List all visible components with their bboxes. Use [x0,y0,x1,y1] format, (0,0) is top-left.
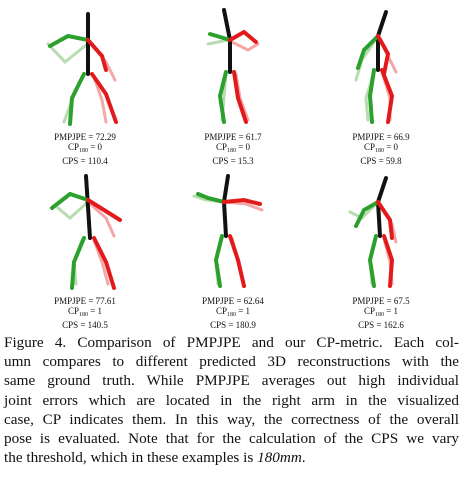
caption-line: pose is evaluated. Note that for the cal… [4,430,459,448]
caption-line: Figure 4. Comparison of PMPJPE and our C… [4,334,459,351]
cps-value: CPS = 15.3 [212,156,254,166]
pmpjpe-value: PMPJPE = 61.7 [204,132,262,142]
metrics-block: PMPJPE = 67.5 CP180 = 1 CPS = 162.6 [306,296,456,330]
pmpjpe-value: PMPJPE = 66.9 [352,132,410,142]
prediction-skeleton [192,194,264,286]
ground-truth-skeleton [354,176,395,288]
cps-value: CPS = 180.9 [210,320,256,330]
caption-line: the threshold, which in these examples i… [4,449,306,467]
panel-1: PMPJPE = 72.29 CP180 = 0 CPS = 110.4 [10,2,160,167]
pose-skeleton-6 [348,176,398,288]
panel-2: PMPJPE = 61.7 CP180 = 0 CPS = 15.3 [158,2,308,167]
cp-value: CP180 = 0 [363,142,399,154]
figure-caption: Figure 4. Comparison of PMPJPE and our C… [4,333,459,467]
metrics-block: PMPJPE = 66.9 CP180 = 0 CPS = 59.8 [306,132,456,166]
caption-line: same ground truth. While PMPJPE averages… [4,372,459,390]
pose-skeleton-5 [192,174,264,288]
cp-value: CP180 = 1 [67,306,103,318]
ground-truth-skeleton [208,8,258,124]
pmpjpe-value: PMPJPE = 77.61 [54,296,116,306]
ground-truth-skeleton [356,10,395,124]
pose-skeleton-1 [46,12,118,126]
metrics-block: PMPJPE = 72.29 CP180 = 0 CPS = 110.4 [10,132,160,166]
cps-value: CPS = 59.8 [360,156,402,166]
cp-value: CP180 = 1 [363,306,399,318]
panel-5: PMPJPE = 62.64 CP180 = 1 CPS = 180.9 [158,166,308,331]
cps-value: CPS = 140.5 [62,320,108,330]
ground-truth-skeleton [196,174,262,288]
metrics-block: PMPJPE = 61.7 CP180 = 0 CPS = 15.3 [158,132,308,166]
panel-4: PMPJPE = 77.61 CP180 = 1 CPS = 140.5 [10,166,160,331]
figure-grid: PMPJPE = 72.29 CP180 = 0 CPS = 110.4 [10,2,456,331]
ground-truth-skeleton [48,12,118,126]
metrics-block: PMPJPE = 77.61 CP180 = 1 CPS = 140.5 [10,296,160,330]
pose-skeleton-2 [206,8,260,124]
panel-6: PMPJPE = 67.5 CP180 = 1 CPS = 162.6 [306,166,456,331]
cp-value: CP180 = 1 [215,306,251,318]
pmpjpe-value: PMPJPE = 67.5 [352,296,410,306]
caption-line: joint errors which are located in the ri… [4,391,459,409]
metrics-block: PMPJPE = 62.64 CP180 = 1 CPS = 180.9 [158,296,308,330]
pose-skeleton-3 [354,10,398,124]
caption-line: case, CP indicates them. In this way, th… [4,410,459,428]
math-threshold: 180mm [257,449,302,467]
pose-skeleton-4 [50,174,122,290]
prediction-skeleton [56,200,116,286]
cps-value: CPS = 110.4 [62,156,108,166]
ground-truth-skeleton [50,174,122,290]
cps-value: CPS = 162.6 [358,320,404,330]
cp-value: CP180 = 0 [215,142,251,154]
pmpjpe-value: PMPJPE = 72.29 [54,132,116,142]
pmpjpe-value: PMPJPE = 62.64 [202,296,264,306]
cp-value: CP180 = 0 [67,142,103,154]
prediction-skeleton [206,38,260,122]
caption-line: umn compares to different predicted 3D r… [4,353,459,371]
panel-3: PMPJPE = 66.9 CP180 = 0 CPS = 59.8 [306,2,456,167]
